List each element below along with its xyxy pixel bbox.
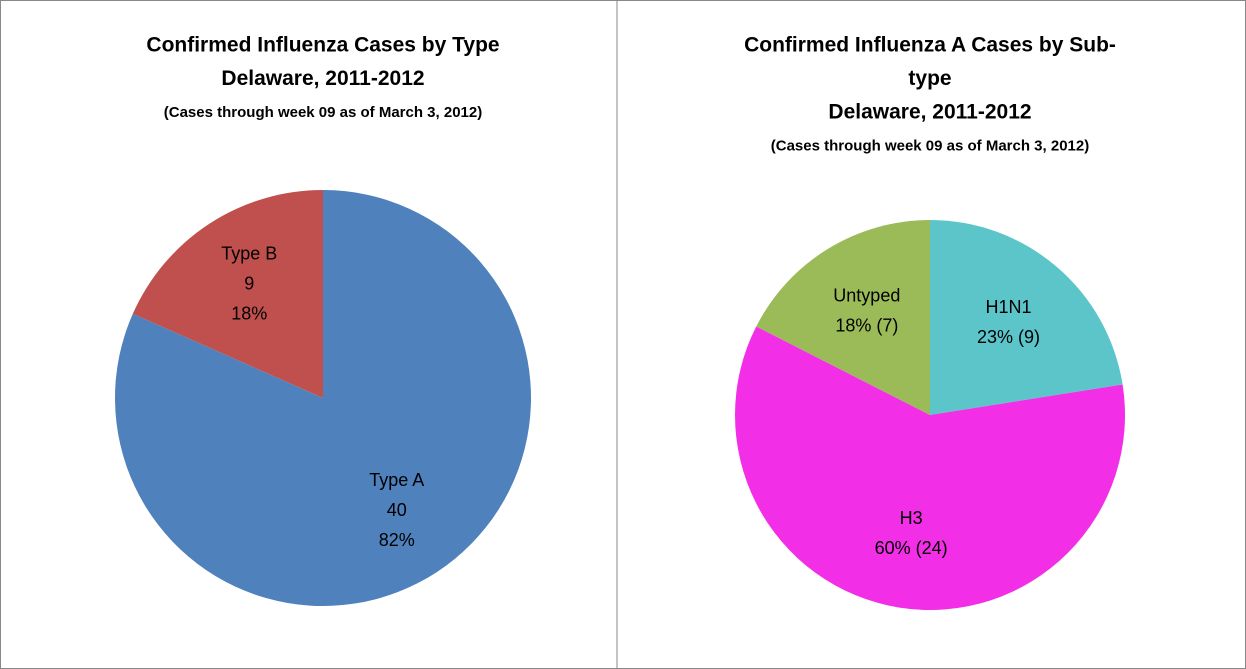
chart-subtitle: (Cases through week 09 as of March 3, 20… <box>771 137 1089 154</box>
slice-label: H1N1 <box>986 297 1032 317</box>
pie-slice <box>756 220 930 415</box>
chart-title: Confirmed Influenza Cases by Type <box>146 34 499 57</box>
chart-title: type <box>908 67 951 90</box>
pie-slice <box>735 326 1125 610</box>
slice-label: H3 <box>900 508 923 528</box>
pie-slice <box>132 190 323 398</box>
chart-title: Delaware, 2011-2012 <box>221 67 424 90</box>
slice-label: Untyped <box>833 286 900 306</box>
slice-label: 18% (7) <box>835 316 898 336</box>
slice-label: Type B <box>221 243 277 263</box>
chart-title: Confirmed Influenza A Cases by Sub- <box>744 34 1116 57</box>
slice-label: 60% (24) <box>875 538 948 558</box>
slice-label: Type A <box>369 470 424 490</box>
slice-label: 40 <box>387 500 407 520</box>
chart-subtitle: (Cases through week 09 as of March 3, 20… <box>164 104 482 121</box>
chart-title: Delaware, 2011-2012 <box>828 101 1031 124</box>
slice-label: 9 <box>244 273 254 293</box>
slice-label: 18% <box>231 303 267 323</box>
slice-label: 82% <box>379 530 415 550</box>
slice-label: 23% (9) <box>977 327 1040 347</box>
pie-slice <box>930 220 1123 415</box>
pie-slice <box>115 190 532 607</box>
